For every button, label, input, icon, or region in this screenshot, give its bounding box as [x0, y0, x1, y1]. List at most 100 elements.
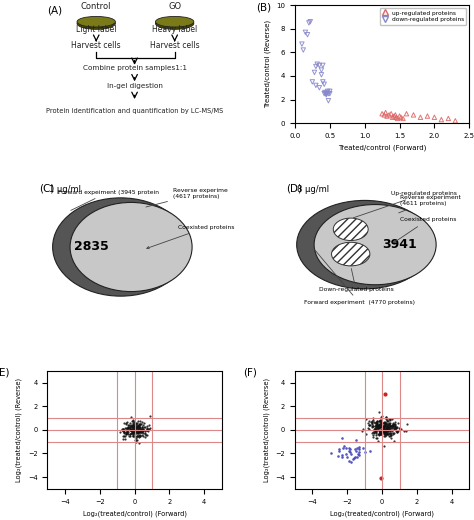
- Point: [133, 435, 141, 444]
- Point: [134, 424, 142, 433]
- Point: [377, 420, 384, 428]
- Point: [377, 419, 384, 427]
- Point: [380, 422, 388, 430]
- Point: [128, 417, 136, 425]
- Point: [128, 425, 136, 434]
- Point: [378, 423, 386, 432]
- X-axis label: Log₂(treated/control) (Forward): Log₂(treated/control) (Forward): [330, 510, 434, 516]
- Point: [369, 422, 377, 430]
- Point: [124, 424, 132, 432]
- Point: [390, 112, 398, 120]
- Point: [373, 419, 380, 427]
- Point: [381, 428, 389, 436]
- Point: [138, 423, 146, 431]
- Point: [129, 421, 137, 430]
- Point: [132, 419, 140, 427]
- Point: [384, 423, 392, 432]
- Point: [133, 420, 140, 428]
- Point: [129, 417, 137, 425]
- Point: [128, 428, 136, 437]
- Ellipse shape: [297, 200, 433, 289]
- Point: [132, 419, 139, 427]
- Point: [383, 423, 391, 431]
- Point: [134, 424, 141, 432]
- Point: [372, 421, 380, 430]
- Point: [134, 422, 142, 430]
- Point: [127, 426, 134, 434]
- Point: [143, 431, 151, 439]
- Point: [390, 421, 397, 429]
- Point: [120, 425, 128, 433]
- Point: [376, 422, 383, 431]
- Point: [369, 416, 377, 424]
- Point: [129, 421, 137, 429]
- Point: [144, 426, 152, 435]
- Point: [383, 424, 391, 432]
- Point: [381, 419, 389, 427]
- Point: [383, 112, 391, 120]
- Point: [126, 423, 134, 431]
- Point: [380, 426, 387, 435]
- Text: Protein identification and quantification by LC-MS/MS: Protein identification and quantificatio…: [46, 108, 223, 113]
- Point: [377, 427, 384, 435]
- Point: [135, 427, 143, 435]
- Point: [392, 111, 399, 119]
- Ellipse shape: [333, 218, 368, 241]
- Point: [383, 413, 390, 421]
- Text: Harvest cells: Harvest cells: [72, 41, 121, 50]
- Point: [142, 423, 149, 431]
- Point: [391, 421, 398, 429]
- Ellipse shape: [331, 242, 370, 266]
- Point: [136, 432, 144, 440]
- Point: [377, 427, 385, 435]
- Point: [380, 424, 387, 433]
- Point: [417, 113, 424, 121]
- Point: [374, 417, 381, 425]
- Point: [392, 423, 399, 431]
- Point: [378, 421, 386, 430]
- Point: [392, 420, 399, 428]
- Point: [382, 430, 390, 438]
- Point: [345, 444, 353, 452]
- Point: [381, 430, 389, 438]
- Point: [128, 422, 136, 431]
- Point: [388, 424, 395, 433]
- Point: [390, 437, 397, 445]
- Point: [351, 452, 359, 461]
- Point: [138, 425, 146, 433]
- Point: [377, 430, 384, 438]
- Point: [380, 419, 388, 427]
- Point: [374, 434, 381, 443]
- Point: [326, 89, 334, 98]
- Point: [386, 424, 393, 432]
- Point: [130, 427, 138, 435]
- Point: [376, 427, 384, 436]
- Point: [383, 427, 391, 435]
- Text: Combine protein samples1:1: Combine protein samples1:1: [82, 65, 187, 71]
- Point: [129, 430, 137, 438]
- Point: [378, 110, 386, 118]
- Point: [352, 445, 359, 453]
- Point: [373, 420, 381, 428]
- Point: [380, 422, 388, 430]
- Point: [370, 418, 377, 426]
- Point: [322, 89, 330, 98]
- Point: [132, 422, 139, 431]
- Point: [343, 452, 351, 461]
- Text: Control: Control: [81, 2, 111, 11]
- X-axis label: Log₂(treated/control) (Forward): Log₂(treated/control) (Forward): [82, 510, 187, 516]
- Point: [382, 425, 389, 433]
- Point: [130, 421, 138, 430]
- Point: [385, 428, 393, 437]
- Point: [371, 424, 379, 433]
- Point: [133, 428, 140, 436]
- Point: [342, 444, 349, 452]
- Point: [142, 431, 149, 439]
- Point: [130, 427, 138, 436]
- Point: [312, 62, 319, 71]
- Point: [385, 414, 393, 423]
- Y-axis label: Treated/control (Reverse): Treated/control (Reverse): [264, 20, 271, 108]
- Point: [388, 422, 396, 431]
- Point: [369, 421, 377, 430]
- Point: [353, 444, 360, 452]
